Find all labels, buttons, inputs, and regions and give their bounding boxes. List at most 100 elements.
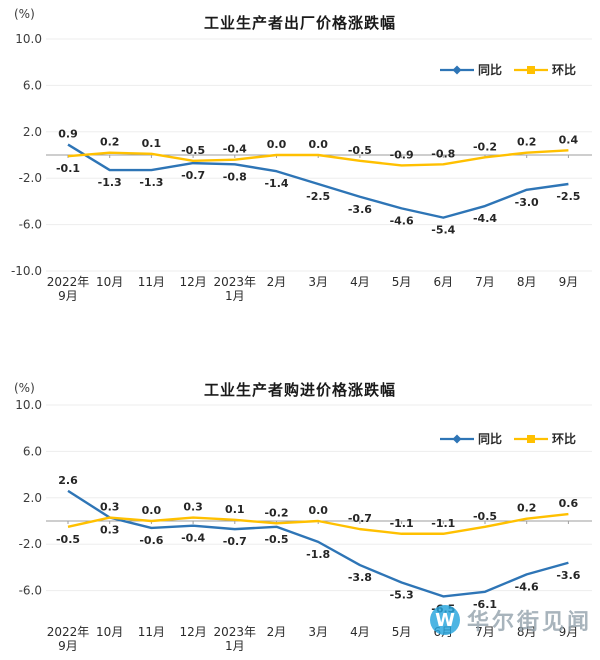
series-line-mom <box>67 149 569 167</box>
legend-label: 同比 <box>478 431 502 446</box>
y-tick-label: 6.0 <box>23 444 42 458</box>
wallstreetcn-logo-letter: W <box>435 609 455 631</box>
data-label-mom: 0.6 <box>559 497 579 510</box>
data-label-yoy: -1.4 <box>264 177 288 190</box>
legend-item-mom: 环比 <box>514 431 576 446</box>
chart-title: 工业生产者购进价格涨跌幅 <box>203 381 396 399</box>
data-label-yoy: -3.8 <box>348 571 372 584</box>
x-category-label: 7月 <box>475 625 495 639</box>
data-label-mom: -1.1 <box>390 517 414 530</box>
data-label-yoy: -4.4 <box>473 212 497 225</box>
x-category-label: 10月 <box>96 625 123 639</box>
data-label-mom: 0.0 <box>267 138 287 151</box>
data-label-yoy: -3.6 <box>556 569 580 582</box>
x-category-label: 3月 <box>308 625 328 639</box>
data-label-mom: -0.7 <box>348 512 372 525</box>
y-tick-label: -10.0 <box>11 264 42 278</box>
data-label-yoy: 0.9 <box>58 128 78 141</box>
series-line-mom <box>67 512 569 535</box>
square-marker-icon <box>527 66 535 74</box>
data-label-mom: -0.5 <box>348 144 372 157</box>
data-label-mom: 0.2 <box>517 136 537 149</box>
x-category-label: 12月 <box>179 275 206 289</box>
square-marker-icon <box>527 435 535 443</box>
data-label-mom: -0.4 <box>223 143 247 156</box>
series-line-yoy <box>67 489 569 598</box>
y-tick-label: -6.0 <box>19 584 42 598</box>
data-label-yoy: -2.5 <box>556 190 580 203</box>
x-category-label: 4月 <box>350 625 370 639</box>
x-category-label: 5月 <box>392 275 412 289</box>
data-label-mom: 0.2 <box>517 502 537 515</box>
data-label-mom: -1.1 <box>431 517 455 530</box>
data-label-mom: 0.3 <box>183 501 203 514</box>
data-label-yoy: -0.5 <box>264 533 288 546</box>
legend-item-yoy: 同比 <box>440 62 502 77</box>
x-category-label: 4月 <box>350 275 370 289</box>
x-category-label: 2月 <box>267 625 287 639</box>
y-tick-label: -6.0 <box>19 218 42 232</box>
y-tick-label: 10.0 <box>15 398 42 412</box>
data-label-mom: 0.0 <box>308 138 328 151</box>
y-tick-label: -2.0 <box>19 537 42 551</box>
legend-label: 环比 <box>552 62 576 77</box>
y-tick-label: 6.0 <box>23 78 42 92</box>
x-category-label: 2022年 <box>47 275 90 289</box>
y-tick-label: 10.0 <box>15 32 42 46</box>
x-category-label: 5月 <box>392 625 412 639</box>
data-label-mom: -0.9 <box>390 148 414 161</box>
data-label-yoy: -5.4 <box>431 224 455 237</box>
x-category-label: 11月 <box>138 275 165 289</box>
x-category-label: 2月 <box>267 275 287 289</box>
x-category-label: 3月 <box>308 275 328 289</box>
x-category-label: 9月 <box>559 275 579 289</box>
data-label-mom: -0.5 <box>56 533 80 546</box>
x-category-label: 10月 <box>96 275 123 289</box>
data-label-mom: 0.4 <box>559 133 579 146</box>
data-label-mom: -0.8 <box>431 147 455 160</box>
data-label-mom: 0.2 <box>100 136 120 149</box>
data-label-mom: 0.3 <box>100 501 120 514</box>
data-label-yoy: -0.8 <box>223 170 247 183</box>
x-category-label: 8月 <box>517 625 537 639</box>
x-category-label-line2: 1月 <box>225 289 245 303</box>
x-category-label: 8月 <box>517 275 537 289</box>
legend-label: 同比 <box>478 62 502 77</box>
x-category-label-line2: 1月 <box>225 639 245 653</box>
data-label-yoy: 0.3 <box>100 524 120 537</box>
data-label-mom: 0.1 <box>142 137 162 150</box>
data-label-yoy: -1.3 <box>98 176 122 189</box>
data-label-mom: 0.1 <box>225 503 245 516</box>
data-label-yoy: -4.6 <box>390 214 414 227</box>
wallstreetcn-logo-icon: W <box>430 605 460 635</box>
x-category-label: 7月 <box>475 275 495 289</box>
data-label-yoy: -2.5 <box>306 190 330 203</box>
legend-label: 环比 <box>552 431 576 446</box>
x-category-label: 9月 <box>559 625 579 639</box>
ppi-purchasing-price-chart-panel: 工业生产者购进价格涨跌幅 10.0 6.0 2.0 -2.0 -6.0 (%) 2022年 9… <box>0 375 600 660</box>
y-axis-unit-label: (%) <box>14 7 35 21</box>
data-label-yoy: -0.4 <box>181 532 205 545</box>
x-category-label: 11月 <box>138 625 165 639</box>
diamond-marker-icon <box>452 65 462 75</box>
data-label-mom: 0.0 <box>142 504 162 517</box>
x-category-label: 12月 <box>179 625 206 639</box>
diamond-marker-icon <box>452 434 462 444</box>
data-label-yoy: -1.8 <box>306 548 330 561</box>
data-label-mom: 0.0 <box>308 504 328 517</box>
data-label-mom: -0.5 <box>181 144 205 157</box>
data-label-mom: -0.1 <box>56 162 80 175</box>
data-label-yoy: -0.7 <box>223 535 247 548</box>
data-label-yoy: -0.7 <box>181 169 205 182</box>
data-label-yoy: -6.1 <box>473 598 497 611</box>
y-tick-label: 2.0 <box>23 125 42 139</box>
x-category-label-line2: 9月 <box>58 289 78 303</box>
x-category-label-line2: 9月 <box>58 639 78 653</box>
x-category-label: 2023年 <box>214 275 257 289</box>
y-tick-label: -2.0 <box>19 171 42 185</box>
data-label-yoy: -3.0 <box>515 196 539 209</box>
x-category-label: 2023年 <box>214 625 257 639</box>
data-label-mom: -0.5 <box>473 510 497 523</box>
